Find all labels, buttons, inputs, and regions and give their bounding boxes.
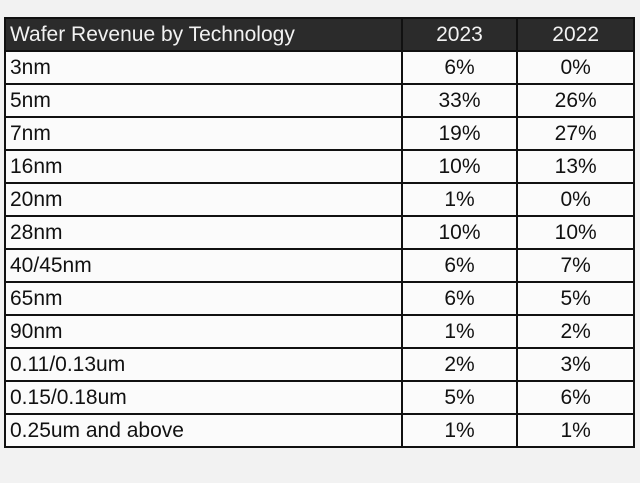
value-2023-cell: 10% <box>400 149 519 184</box>
table-row: 16nm 10% 13% <box>4 149 635 184</box>
value-2023-cell: 2% <box>400 347 519 382</box>
value-2022-cell: 5% <box>516 281 635 316</box>
wafer-revenue-table: Wafer Revenue by Technology 2023 2022 3n… <box>4 17 635 448</box>
value-2023-cell: 6% <box>400 248 519 283</box>
technology-cell: 5nm <box>4 83 403 118</box>
value-2023-cell: 6% <box>400 281 519 316</box>
table-row: 3nm 6% 0% <box>4 50 635 85</box>
value-2022-cell: 0% <box>516 182 635 217</box>
table-row: 90nm 1% 2% <box>4 314 635 349</box>
value-2022-cell: 26% <box>516 83 635 118</box>
technology-cell: 65nm <box>4 281 403 316</box>
table-row: 20nm 1% 0% <box>4 182 635 217</box>
value-2022-cell: 1% <box>516 413 635 448</box>
value-2022-cell: 3% <box>516 347 635 382</box>
value-2023-cell: 1% <box>400 314 519 349</box>
value-2023-cell: 1% <box>400 413 519 448</box>
value-2023-cell: 10% <box>400 215 519 250</box>
header-technology: Wafer Revenue by Technology <box>4 17 403 52</box>
technology-cell: 40/45nm <box>4 248 403 283</box>
table-row: 0.15/0.18um 5% 6% <box>4 380 635 415</box>
table-row: 5nm 33% 26% <box>4 83 635 118</box>
technology-cell: 0.15/0.18um <box>4 380 403 415</box>
value-2022-cell: 10% <box>516 215 635 250</box>
technology-cell: 3nm <box>4 50 403 85</box>
value-2023-cell: 19% <box>400 116 519 151</box>
table-row: 28nm 10% 10% <box>4 215 635 250</box>
technology-cell: 90nm <box>4 314 403 349</box>
technology-cell: 20nm <box>4 182 403 217</box>
header-2023: 2023 <box>400 17 519 52</box>
table-row: 7nm 19% 27% <box>4 116 635 151</box>
technology-cell: 28nm <box>4 215 403 250</box>
value-2022-cell: 7% <box>516 248 635 283</box>
value-2022-cell: 6% <box>516 380 635 415</box>
technology-cell: 0.11/0.13um <box>4 347 403 382</box>
table-row: 0.25um and above 1% 1% <box>4 413 635 448</box>
technology-cell: 7nm <box>4 116 403 151</box>
value-2023-cell: 6% <box>400 50 519 85</box>
header-row: Wafer Revenue by Technology 2023 2022 <box>4 17 635 52</box>
table-row: 40/45nm 6% 7% <box>4 248 635 283</box>
header-2022: 2022 <box>516 17 635 52</box>
value-2022-cell: 2% <box>516 314 635 349</box>
value-2022-cell: 13% <box>516 149 635 184</box>
table-row: 65nm 6% 5% <box>4 281 635 316</box>
technology-cell: 0.25um and above <box>4 413 403 448</box>
value-2023-cell: 5% <box>400 380 519 415</box>
value-2023-cell: 33% <box>400 83 519 118</box>
table-row: 0.11/0.13um 2% 3% <box>4 347 635 382</box>
value-2022-cell: 27% <box>516 116 635 151</box>
value-2022-cell: 0% <box>516 50 635 85</box>
value-2023-cell: 1% <box>400 182 519 217</box>
technology-cell: 16nm <box>4 149 403 184</box>
